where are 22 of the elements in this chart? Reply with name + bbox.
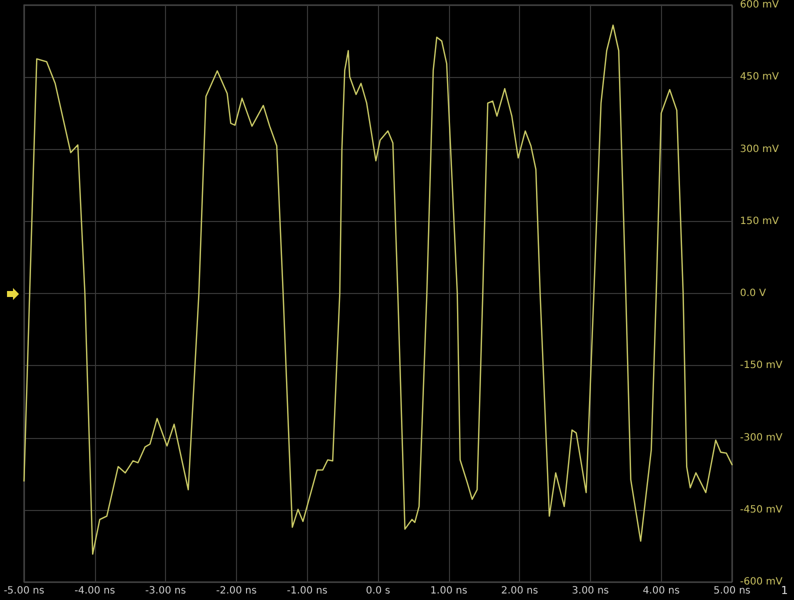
x-tick-label: 3.00 ns bbox=[572, 586, 609, 596]
x-tick-label: -2.00 ns bbox=[216, 586, 257, 596]
y-tick-label: -450 mV bbox=[740, 504, 783, 516]
y-tick-label: 150 mV bbox=[740, 216, 780, 227]
y-tick-label: 450 mV bbox=[740, 72, 780, 83]
y-tick-label: -150 mV bbox=[740, 360, 783, 372]
x-tick-label: -5.00 ns bbox=[4, 586, 44, 596]
y-tick-label: 600 mV bbox=[740, 0, 780, 10]
x-tick-label: 2.00 ns bbox=[501, 586, 538, 596]
x-tick-label: 0.0 s bbox=[366, 586, 390, 596]
x-tick-label: -1.00 ns bbox=[286, 586, 328, 596]
x-tick-label: -3.00 ns bbox=[145, 586, 186, 596]
x-tick-label: 5.00 ns bbox=[714, 586, 750, 596]
y-tick-label: -600 mV bbox=[740, 576, 783, 588]
y-tick-label: -300 mV bbox=[740, 432, 783, 444]
text: 1 bbox=[781, 584, 788, 597]
y-tick-label: 300 mV bbox=[740, 144, 780, 155]
line-series bbox=[23, 24, 733, 555]
y-tick-label: 0.0 V bbox=[740, 288, 766, 299]
x-tick-label: 1.00 ns bbox=[430, 586, 468, 596]
x-tick-label: -4.00 ns bbox=[74, 586, 116, 596]
x-tick-label: 4.00 ns bbox=[642, 586, 680, 596]
